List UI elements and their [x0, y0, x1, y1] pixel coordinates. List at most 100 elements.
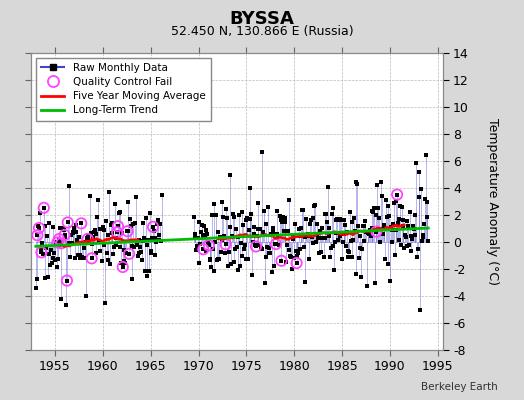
Point	[418, 238, 426, 244]
Point	[125, 251, 133, 257]
Point	[144, 237, 152, 244]
Point	[331, 239, 339, 245]
Point	[264, 204, 272, 211]
Point	[377, 178, 385, 185]
Point	[60, 226, 68, 233]
Point	[342, 243, 350, 250]
Point	[343, 229, 351, 235]
Point	[36, 245, 45, 251]
Point	[118, 230, 126, 236]
Point	[84, 232, 93, 238]
Point	[152, 239, 160, 246]
Point	[104, 232, 113, 238]
Point	[323, 184, 332, 190]
Point	[60, 232, 69, 238]
Point	[224, 262, 232, 269]
Point	[139, 238, 148, 244]
Point	[134, 253, 142, 260]
Point	[34, 223, 42, 229]
Point	[49, 255, 58, 262]
Point	[378, 231, 387, 238]
Point	[124, 198, 133, 205]
Point	[416, 307, 424, 313]
Point	[422, 198, 431, 205]
Point	[422, 152, 430, 158]
Point	[335, 216, 344, 222]
Point	[402, 234, 410, 241]
Point	[233, 267, 242, 273]
Point	[154, 217, 162, 223]
Point	[237, 209, 246, 215]
Point	[379, 226, 388, 232]
Point	[214, 229, 223, 235]
Point	[67, 232, 75, 238]
Point	[291, 221, 299, 227]
Point	[260, 280, 269, 286]
Point	[390, 200, 398, 206]
Point	[114, 223, 122, 229]
Point	[222, 241, 230, 248]
Point	[143, 242, 151, 248]
Point	[157, 237, 165, 244]
Point	[267, 231, 275, 237]
Point	[53, 239, 61, 246]
Point	[248, 239, 257, 245]
Point	[63, 219, 72, 226]
Point	[265, 250, 274, 256]
Point	[244, 256, 252, 262]
Point	[113, 229, 122, 236]
Point	[401, 232, 409, 239]
Point	[58, 237, 67, 243]
Point	[340, 217, 348, 223]
Point	[385, 213, 394, 220]
Point	[53, 239, 61, 246]
Point	[225, 248, 233, 255]
Point	[191, 230, 200, 237]
Point	[310, 202, 319, 209]
Point	[288, 266, 296, 273]
Point	[52, 264, 61, 270]
Point	[411, 212, 420, 218]
Point	[419, 232, 428, 238]
Point	[136, 244, 145, 250]
Point	[362, 228, 370, 235]
Point	[194, 219, 203, 226]
Point	[31, 284, 40, 291]
Point	[346, 209, 354, 215]
Point	[43, 274, 52, 280]
Point	[242, 216, 250, 223]
Point	[388, 239, 397, 246]
Point	[365, 230, 374, 237]
Point	[77, 220, 85, 226]
Point	[383, 214, 391, 220]
Point	[308, 240, 316, 246]
Point	[45, 251, 53, 257]
Point	[123, 228, 131, 234]
Point	[126, 223, 135, 229]
Point	[233, 244, 241, 250]
Point	[375, 215, 383, 222]
Point	[209, 246, 217, 252]
Point	[343, 248, 352, 254]
Point	[217, 237, 226, 244]
Point	[274, 231, 282, 237]
Point	[414, 169, 423, 175]
Point	[232, 226, 240, 232]
Point	[47, 247, 55, 253]
Point	[102, 218, 110, 224]
Point	[113, 229, 122, 236]
Point	[381, 256, 389, 262]
Point	[145, 268, 153, 274]
Point	[292, 260, 301, 266]
Point	[68, 230, 77, 236]
Point	[398, 222, 407, 229]
Point	[281, 218, 290, 225]
Point	[86, 230, 95, 236]
Point	[75, 234, 83, 240]
Point	[193, 235, 202, 241]
Point	[238, 253, 247, 260]
Point	[335, 216, 343, 223]
Point	[275, 242, 283, 248]
Point	[372, 212, 380, 218]
Point	[311, 202, 319, 208]
